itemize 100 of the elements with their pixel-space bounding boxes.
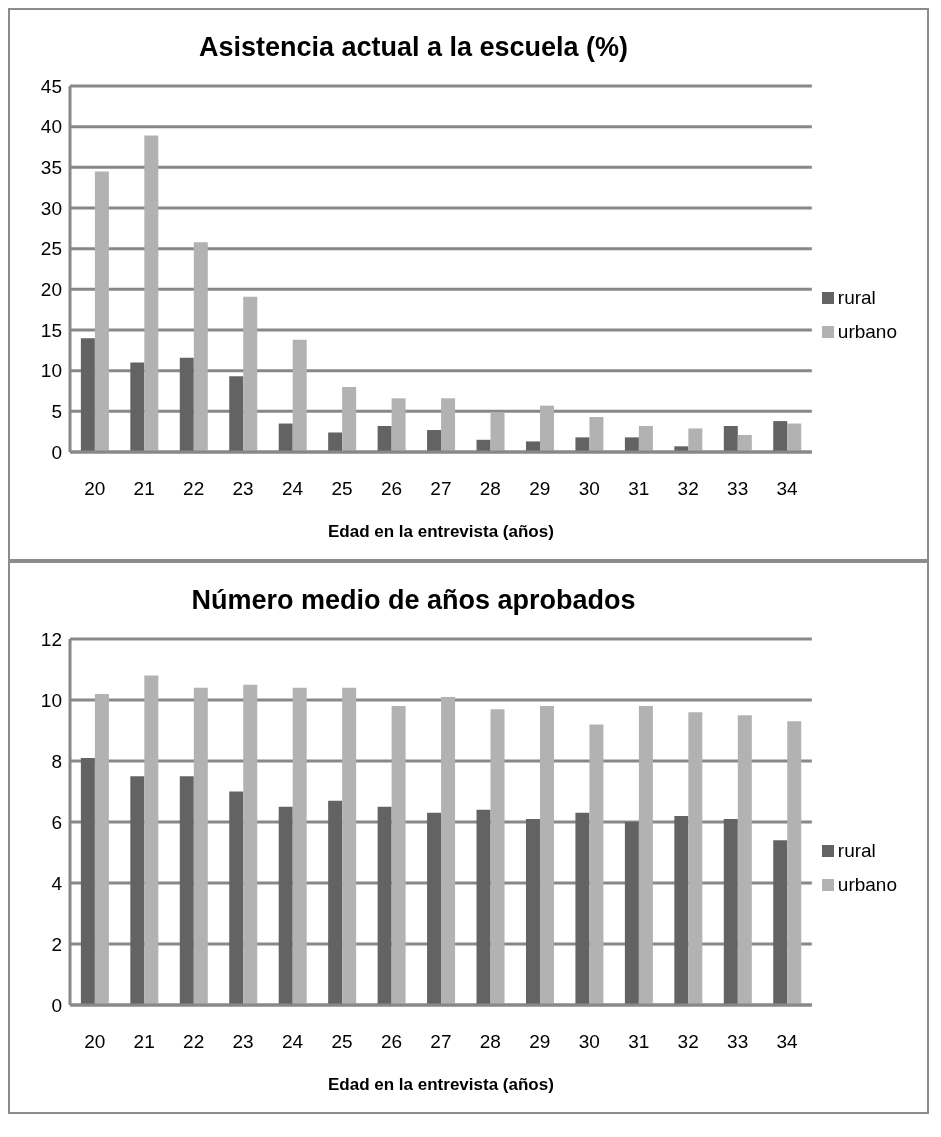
legend-label: rural: [837, 286, 876, 308]
bar: [179, 776, 194, 1005]
bar: [229, 376, 244, 452]
bar: [737, 434, 752, 452]
bar: [638, 425, 653, 452]
bar: [539, 706, 554, 1005]
bar: [144, 675, 159, 1005]
bar: [674, 815, 689, 1005]
bar: [278, 423, 293, 452]
y-tick-label: 10: [40, 689, 62, 711]
bar: [94, 171, 109, 452]
bar: [539, 405, 554, 452]
bar: [723, 818, 738, 1005]
x-tick-label: 27: [430, 478, 452, 500]
x-tick-label: 30: [578, 1031, 600, 1053]
bar: [688, 712, 703, 1005]
y-tick-label: 4: [51, 872, 63, 894]
x-tick-label: 27: [430, 1031, 452, 1053]
x-tick-label: 22: [183, 1031, 205, 1053]
bar: [476, 809, 491, 1005]
y-tick-label: 15: [40, 319, 62, 341]
x-tick-label: 24: [281, 1031, 304, 1053]
x-tick-label: 21: [133, 1031, 155, 1053]
x-tick-label: 22: [183, 478, 205, 500]
bar: [427, 430, 442, 452]
x-tick-label: 24: [281, 478, 304, 500]
x-tick-label: 32: [677, 478, 699, 500]
x-tick-label: 26: [380, 478, 403, 500]
x-axis-title: Edad en la entrevista (años): [328, 1075, 554, 1094]
bar: [787, 721, 802, 1005]
bar: [441, 696, 456, 1005]
y-tick-label: 45: [40, 75, 62, 97]
bar: [525, 441, 540, 452]
x-tick-label: 25: [331, 478, 353, 500]
x-tick-label: 26: [380, 1031, 403, 1053]
y-tick-label: 0: [51, 994, 62, 1016]
x-axis-title: Edad en la entrevista (años): [328, 522, 554, 541]
x-tick-label: 31: [628, 1031, 650, 1053]
bar: [589, 417, 604, 452]
bar: [490, 709, 505, 1005]
bar: [377, 806, 392, 1005]
bar: [688, 428, 703, 452]
bar: [624, 822, 639, 1005]
x-tick-label: 29: [529, 478, 551, 500]
y-tick-label: 0: [51, 441, 62, 463]
bar: [391, 398, 406, 452]
bar: [243, 296, 258, 452]
bar: [80, 757, 95, 1005]
bar: [94, 693, 109, 1005]
bar: [624, 437, 639, 452]
bar: [229, 791, 244, 1005]
bar: [292, 687, 307, 1005]
y-tick-label: 8: [51, 750, 62, 772]
bar: [243, 684, 258, 1005]
bar: [342, 687, 357, 1005]
bar: [490, 412, 505, 452]
legend-label: rural: [837, 839, 876, 861]
y-tick-label: 5: [51, 401, 62, 423]
y-tick-label: 30: [40, 197, 62, 219]
bar: [773, 840, 788, 1005]
bar: [342, 386, 357, 452]
x-tick-label: 28: [479, 1031, 501, 1053]
y-tick-label: 10: [40, 360, 62, 382]
chart-title: Asistencia actual a la escuela (%): [197, 31, 630, 64]
bar: [773, 421, 788, 452]
x-tick-label: 29: [529, 1031, 551, 1053]
bar: [638, 706, 653, 1005]
x-tick-label: 20: [84, 478, 106, 500]
bar: [575, 437, 590, 452]
x-tick-label: 23: [232, 1031, 254, 1053]
legend-label: urbano: [837, 873, 897, 895]
bar: [278, 806, 293, 1005]
bar: [476, 439, 491, 452]
bar: [130, 362, 145, 452]
bar: [377, 425, 392, 452]
bar: [737, 715, 752, 1005]
bar: [193, 242, 208, 452]
bar: [144, 135, 159, 452]
x-tick-label: 30: [578, 478, 600, 500]
bar: [589, 724, 604, 1005]
x-tick-label: 33: [727, 478, 749, 500]
bar: [787, 423, 802, 452]
y-tick-label: 35: [40, 157, 62, 179]
y-tick-label: 12: [40, 628, 62, 650]
bar: [328, 800, 343, 1005]
bar: [723, 425, 738, 452]
legend-label: urbano: [837, 320, 897, 342]
x-tick-label: 21: [133, 478, 155, 500]
bar: [328, 432, 343, 452]
y-tick-label: 20: [40, 279, 62, 301]
x-tick-label: 34: [776, 478, 799, 500]
bar: [179, 357, 194, 452]
y-tick-label: 6: [51, 811, 62, 833]
bar: [130, 776, 145, 1005]
y-tick-label: 40: [40, 116, 62, 138]
bar: [391, 706, 406, 1005]
bar: [427, 812, 442, 1005]
bar: [292, 339, 307, 452]
x-tick-label: 20: [84, 1031, 106, 1053]
bar: [525, 818, 540, 1005]
